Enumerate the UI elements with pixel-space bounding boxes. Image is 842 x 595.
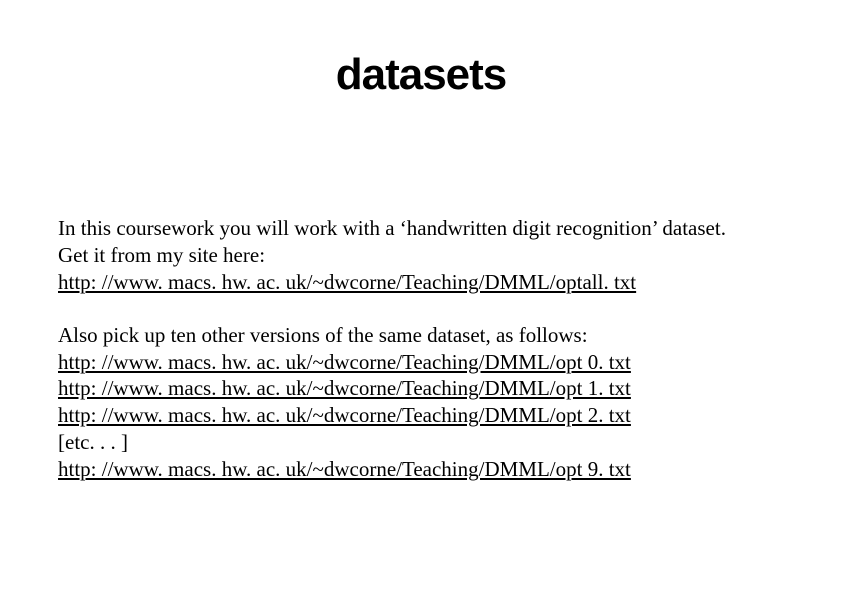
para1-line1: In this coursework you will work with a …	[58, 216, 726, 240]
etc-text: [etc. . . ]	[58, 430, 128, 454]
link-opt1[interactable]: http: //www. macs. hw. ac. uk/~dwcorne/T…	[58, 376, 631, 400]
paragraph-2: Also pick up ten other versions of the s…	[58, 322, 802, 483]
slide-title: datasets	[0, 0, 842, 100]
link-optall[interactable]: http: //www. macs. hw. ac. uk/~dwcorne/T…	[58, 270, 636, 294]
para1-line2: Get it from my site here:	[58, 243, 265, 267]
link-opt2[interactable]: http: //www. macs. hw. ac. uk/~dwcorne/T…	[58, 403, 631, 427]
link-opt9[interactable]: http: //www. macs. hw. ac. uk/~dwcorne/T…	[58, 457, 631, 481]
link-opt0[interactable]: http: //www. macs. hw. ac. uk/~dwcorne/T…	[58, 350, 631, 374]
paragraph-1: In this coursework you will work with a …	[58, 215, 802, 296]
para2-line1: Also pick up ten other versions of the s…	[58, 323, 588, 347]
slide-content: In this coursework you will work with a …	[58, 215, 802, 509]
